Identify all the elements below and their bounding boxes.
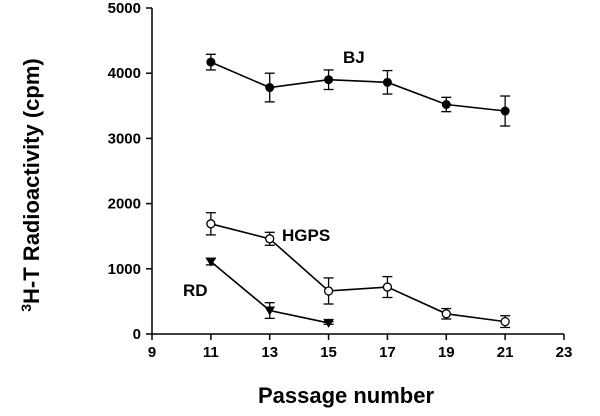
x-axis-title: Passage number (258, 383, 435, 408)
data-point (206, 57, 216, 67)
y-axis-title: 3H-T Radioactivity (cpm) (18, 58, 44, 312)
series-hgps (205, 212, 511, 329)
x-tick-label: 9 (148, 344, 156, 361)
data-point (265, 234, 275, 244)
series-line (210, 223, 506, 323)
data-point (382, 77, 392, 87)
series-label-hgps: HGPS (282, 226, 330, 245)
x-tick-label: 19 (438, 344, 455, 361)
x-tick-label: 23 (556, 344, 573, 361)
data-point (500, 106, 510, 116)
y-axis-title-text: H-T Radioactivity (cpm) (19, 58, 44, 304)
x-tick-label: 13 (261, 344, 278, 361)
series-bj (205, 53, 511, 127)
y-tick-label: 1000 (108, 261, 141, 278)
x-ticks: 9 11 13 15 17 19 21 23 (148, 334, 573, 361)
series-layer (205, 53, 511, 329)
chart-axes (151, 8, 564, 335)
data-point (323, 318, 334, 328)
x-tick-label: 17 (379, 344, 396, 361)
data-point (324, 75, 334, 85)
y-tick-label: 4000 (108, 65, 141, 82)
data-point (265, 83, 275, 93)
series-label-rd: RD (183, 281, 208, 300)
data-point (382, 282, 393, 292)
y-tick-label: 5000 (108, 0, 141, 17)
y-tick-label: 0 (133, 326, 141, 343)
x-tick-label: 15 (320, 344, 337, 361)
series-line (210, 61, 506, 112)
data-point (264, 306, 276, 316)
series-label-bj: BJ (343, 48, 365, 67)
x-tick-label: 11 (203, 344, 219, 361)
y-ticks: 0 1000 2000 3000 4000 5000 (108, 0, 152, 343)
data-point (441, 309, 451, 319)
x-tick-label: 21 (497, 344, 514, 361)
y-tick-label: 2000 (108, 196, 141, 213)
data-point (323, 286, 334, 296)
data-point (441, 99, 451, 109)
data-point (205, 257, 217, 267)
series-rd (205, 257, 334, 328)
y-tick-label: 3000 (108, 130, 141, 147)
data-point (500, 316, 510, 327)
y-axis-title-superscript: 3 (18, 304, 34, 312)
data-point (206, 219, 216, 229)
